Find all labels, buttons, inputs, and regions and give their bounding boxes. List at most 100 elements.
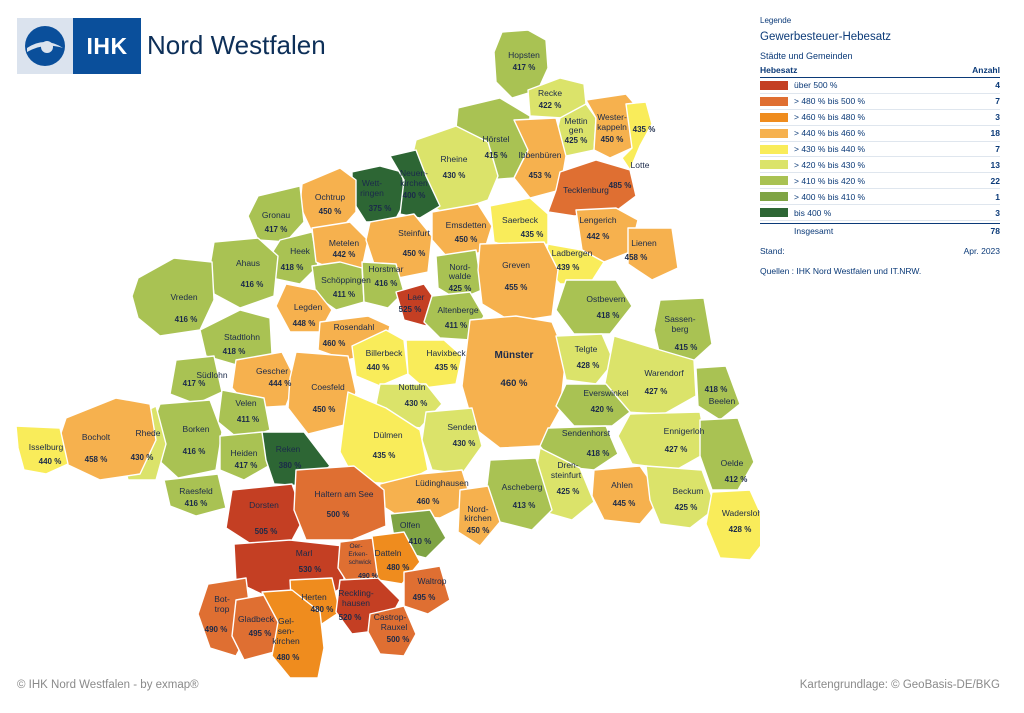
region-lienen[interactable] <box>627 227 679 281</box>
svg-text:425 %: 425 % <box>675 503 698 512</box>
label-muenster: Münster 460 % <box>495 350 534 389</box>
region-isselburg[interactable] <box>15 425 69 475</box>
label-neuenkirchen: Neuen-kirchen 400 % <box>400 168 428 200</box>
svg-text:417 %: 417 % <box>265 225 288 234</box>
svg-text:Warendorf: Warendorf <box>644 368 684 378</box>
svg-text:425 %: 425 % <box>565 136 588 145</box>
svg-text:Gronau: Gronau <box>262 210 291 220</box>
label-coesfeld: Coesfeld 450 % <box>311 382 345 414</box>
svg-text:Billerbeck: Billerbeck <box>366 348 404 358</box>
region-horstmar[interactable] <box>361 261 405 309</box>
region-greven[interactable] <box>477 241 559 323</box>
svg-text:Saerbeck: Saerbeck <box>502 215 539 225</box>
label-heiden: Heiden 417 % <box>231 448 258 470</box>
label-marl: Marl 530 % <box>296 548 322 574</box>
label-rhede: Rhede 430 % <box>131 428 161 462</box>
label-lengerich: Lengerich 442 % <box>579 215 617 241</box>
ihk-logo: IHK Nord Westfalen <box>17 18 326 74</box>
legend-rows: über 500 % 4 > 480 % bis 500 % 7 > 460 % b… <box>760 78 1000 222</box>
legend-swatch <box>760 128 788 138</box>
legend-col-rate: Hebesatz <box>760 65 798 75</box>
svg-text:418 %: 418 % <box>281 263 304 272</box>
region-wadersloh[interactable] <box>705 489 760 561</box>
legend-label: > 410 % bis 420 % <box>794 175 866 186</box>
region-coesfeld[interactable] <box>287 351 357 435</box>
svg-text:Reckling-: Reckling- <box>338 588 374 598</box>
region-waltrop[interactable] <box>403 565 451 615</box>
svg-text:448 %: 448 % <box>293 319 316 328</box>
region-raesfeld[interactable] <box>163 473 227 517</box>
svg-text:458 %: 458 % <box>625 253 648 262</box>
region-ahlen[interactable] <box>591 465 663 525</box>
svg-text:411 %: 411 % <box>237 415 259 424</box>
legend-label: > 460 % bis 480 % <box>794 112 866 123</box>
region-beckum[interactable] <box>645 465 717 529</box>
label-reken: Reken 380 % <box>276 444 302 470</box>
region-everswinkel[interactable] <box>555 383 631 427</box>
label-ochtrup: Ochtrup 450 % <box>315 192 346 216</box>
region-ahaus[interactable] <box>209 237 279 309</box>
legend-row: > 430 % bis 440 % 7 <box>760 142 1000 158</box>
svg-text:gen: gen <box>569 125 583 135</box>
label-olfen: Olfen 410 % <box>400 520 432 546</box>
label-castrop-rauxel: Castrop-Rauxel 500 % <box>374 612 410 644</box>
label-emsdetten: Emsdetten 450 % <box>446 220 487 244</box>
svg-text:Ascheberg: Ascheberg <box>502 482 543 492</box>
label-ennigerloh: Ennigerloh 427 % <box>664 426 705 454</box>
region-neuenkirchen[interactable] <box>389 149 441 219</box>
label-herten: Herten 480 % <box>301 592 333 614</box>
svg-text:ringen: ringen <box>360 188 384 198</box>
svg-text:417 %: 417 % <box>235 461 258 470</box>
region-gelsenkirchen[interactable] <box>261 589 325 679</box>
svg-text:kirchen: kirchen <box>400 178 428 188</box>
region-suedlohn[interactable] <box>169 355 223 405</box>
legend-total-label: Insgesamt <box>794 226 834 237</box>
svg-text:411 %: 411 % <box>333 290 355 299</box>
legend-label: bis 400 % <box>794 207 832 218</box>
region-telgte[interactable] <box>555 333 615 385</box>
svg-text:435 %: 435 % <box>435 363 458 372</box>
label-horstmar: Horstmar 416 % <box>369 264 404 288</box>
region-westerkappeln[interactable] <box>585 93 639 159</box>
region-nordkirchen[interactable] <box>457 485 501 547</box>
label-steinfurt: Steinfurt 450 % <box>398 228 430 258</box>
svg-text:Telgte: Telgte <box>575 344 598 354</box>
label-ibbenbueren: Ibbenbüren 453 % <box>518 150 561 180</box>
svg-text:Tecklenburg: Tecklenburg <box>563 185 609 195</box>
svg-text:485 %: 485 % <box>609 181 632 190</box>
region-beelen[interactable] <box>695 365 741 421</box>
region-steinfurt[interactable] <box>365 213 433 279</box>
region-castrop-rauxel[interactable] <box>367 605 417 657</box>
svg-text:Steinfurt: Steinfurt <box>398 228 430 238</box>
label-metelen: Metelen 442 % <box>329 238 360 259</box>
svg-text:walde: walde <box>448 271 471 281</box>
label-saerbeck: Saerbeck 435 % <box>502 215 543 239</box>
svg-text:Nord-: Nord- <box>449 262 470 272</box>
svg-text:Haltern am See: Haltern am See <box>314 489 373 499</box>
svg-text:435 %: 435 % <box>633 125 656 134</box>
label-nordkirchen: Nord-kirchen 450 % <box>464 504 492 535</box>
region-gescher[interactable] <box>231 351 297 409</box>
label-duelmen: Dülmen 435 % <box>373 430 403 460</box>
region-ennigerloh[interactable] <box>617 411 709 471</box>
region-lotte[interactable] <box>621 101 653 171</box>
region-dorsten[interactable] <box>225 483 305 547</box>
region-haltern[interactable] <box>293 465 387 541</box>
label-wadersloh: Wadersloh 428 % <box>722 508 760 534</box>
region-ostbevern[interactable] <box>555 279 633 335</box>
label-sendenhorst: Sendenhorst 418 % <box>562 428 611 458</box>
svg-text:500 %: 500 % <box>387 635 410 644</box>
region-havixbeck[interactable] <box>405 339 463 389</box>
svg-text:442 %: 442 % <box>587 232 610 241</box>
label-laer: Laer 525 % <box>399 292 425 314</box>
legend-row: über 500 % 4 <box>760 78 1000 94</box>
svg-text:416 %: 416 % <box>175 315 198 324</box>
region-heiden[interactable] <box>219 431 273 481</box>
svg-text:Gescher: Gescher <box>256 366 288 376</box>
legend-swatch <box>760 176 788 186</box>
label-legden: Legden 448 % <box>293 302 323 328</box>
svg-text:Lengerich: Lengerich <box>579 215 617 225</box>
svg-text:kirchen: kirchen <box>272 636 300 646</box>
svg-text:Ostbevern: Ostbevern <box>586 294 625 304</box>
region-ibbenbueren[interactable] <box>513 117 567 199</box>
